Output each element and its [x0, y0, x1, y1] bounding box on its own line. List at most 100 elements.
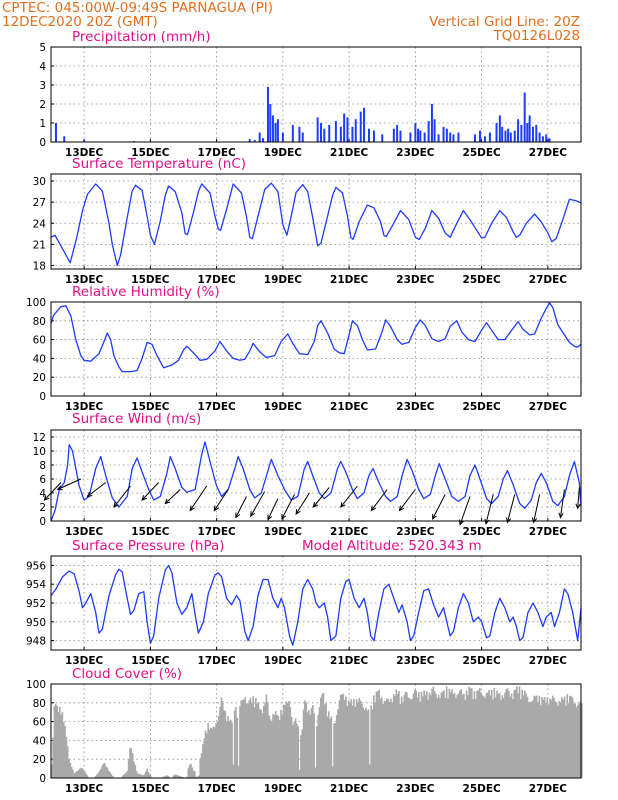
wind-arrow — [43, 482, 62, 501]
rh-grid — [51, 301, 581, 397]
precip-bar — [276, 119, 279, 142]
cloud-bar — [363, 709, 366, 778]
cloud-bar — [97, 772, 99, 778]
cloud-bar — [496, 690, 498, 778]
cloud-bar — [573, 704, 575, 778]
cloud-bar — [423, 690, 425, 778]
cloud-bar — [506, 688, 509, 778]
cloud-bar — [574, 703, 576, 778]
cloud-bar — [126, 770, 129, 778]
cloud-bar — [134, 764, 137, 778]
rh-frame — [50, 301, 582, 397]
cloud-bar — [570, 696, 573, 778]
cloud-bar — [202, 744, 204, 778]
cloud-bar — [310, 708, 313, 778]
rh-series — [50, 302, 582, 373]
cloud-bar — [463, 693, 465, 778]
x-tick-label: 27DEC — [529, 147, 568, 159]
cloud-bar — [355, 699, 358, 778]
x-tick-label: 23DEC — [396, 401, 435, 413]
cloud-bar — [436, 698, 439, 778]
wind-arrow — [575, 487, 581, 510]
cloud-bar — [278, 719, 281, 778]
cloud-bar — [331, 766, 334, 778]
grid-line-label: Vertical Grid Line: 20Z — [429, 14, 580, 30]
cloud-bar — [514, 689, 517, 778]
cloud-bar — [308, 710, 310, 778]
cloud-bar — [562, 699, 565, 778]
cloud-bar — [366, 710, 368, 778]
cloud-bar — [122, 775, 125, 778]
cloud-bar — [188, 765, 191, 778]
cloud-bar — [415, 690, 417, 778]
cloud-bar — [305, 702, 308, 778]
x-tick-label: 23DEC — [396, 147, 435, 159]
wind-frame — [50, 429, 582, 522]
temp-y-ticks: 18 21 24 27 30 — [33, 176, 54, 272]
precip-bar — [478, 130, 481, 142]
x-tick-label: 27DEC — [529, 783, 568, 795]
cloud-bar — [337, 709, 339, 778]
cloud-bar — [390, 698, 392, 778]
y-tick-label: 4 — [39, 488, 46, 500]
temp-series — [50, 182, 582, 267]
precip-bar — [334, 121, 337, 142]
wind-arrow — [340, 485, 358, 508]
cloud-bar — [465, 690, 468, 778]
cloud-bar — [500, 700, 502, 778]
cloud-bar — [571, 697, 574, 778]
cloud-bar — [485, 693, 488, 778]
cloud-bar — [260, 710, 262, 778]
x-tick-label: 17DEC — [198, 655, 237, 667]
wind-arrow-head — [506, 517, 512, 524]
pressure-series — [50, 564, 582, 646]
wind-arrow-shaft — [164, 489, 181, 504]
cloud-bar — [289, 707, 292, 778]
precip-bar — [414, 123, 417, 142]
precip-bar — [517, 119, 520, 142]
cloud-bar — [195, 776, 198, 778]
wind-arrow-head — [141, 495, 147, 501]
cloud-bar — [484, 697, 486, 778]
cloud-bar — [225, 720, 228, 778]
precip-bar — [430, 104, 433, 142]
cloud-bar — [529, 702, 531, 778]
cloud-bar — [76, 771, 78, 778]
cloud-bar — [387, 699, 390, 778]
cloud-bar — [174, 774, 176, 778]
y-tick-label: 20 — [33, 754, 46, 766]
wind-arrow-shaft — [44, 482, 62, 501]
cloud-bar — [553, 697, 555, 778]
panel-pressure: 948 950 952 954 956 13DEC 15DEC 17DEC 19DEC 21DEC… — [26, 538, 582, 667]
y-tick-label: 20 — [33, 372, 46, 384]
cloud-bar — [354, 706, 357, 778]
cloud-bar — [358, 698, 361, 778]
y-tick-label: 40 — [33, 353, 46, 365]
wind-arrow-head — [459, 519, 465, 526]
cloud-bar — [268, 715, 270, 778]
wind-arrow-shaft — [189, 485, 208, 511]
x-tick-label: 15DEC — [131, 401, 170, 413]
wind-arrow-shaft — [577, 487, 580, 509]
wind-arrow-shaft — [506, 494, 516, 523]
cloud-bar — [187, 768, 190, 778]
cloud-bar — [386, 698, 388, 778]
cloud-bar — [563, 696, 566, 778]
rh-title: Relative Humidity (%) — [72, 284, 220, 300]
y-tick-label: 80 — [33, 316, 46, 328]
precip-bar — [488, 132, 491, 142]
cloud-bar — [51, 764, 53, 778]
y-tick-label: 6 — [39, 474, 46, 486]
cloud-bar — [192, 770, 195, 778]
cloud-bar — [541, 697, 543, 778]
y-tick-label: 12 — [33, 432, 46, 444]
x-tick-label: 13DEC — [65, 274, 104, 286]
cloud-bar — [407, 697, 410, 778]
x-tick-label: 23DEC — [396, 274, 435, 286]
cloud-bar — [508, 690, 510, 778]
cloud-bar — [316, 726, 318, 778]
cloud-bar — [138, 773, 141, 778]
precip-bar — [545, 134, 548, 142]
wind-arrow-shaft — [295, 492, 310, 515]
